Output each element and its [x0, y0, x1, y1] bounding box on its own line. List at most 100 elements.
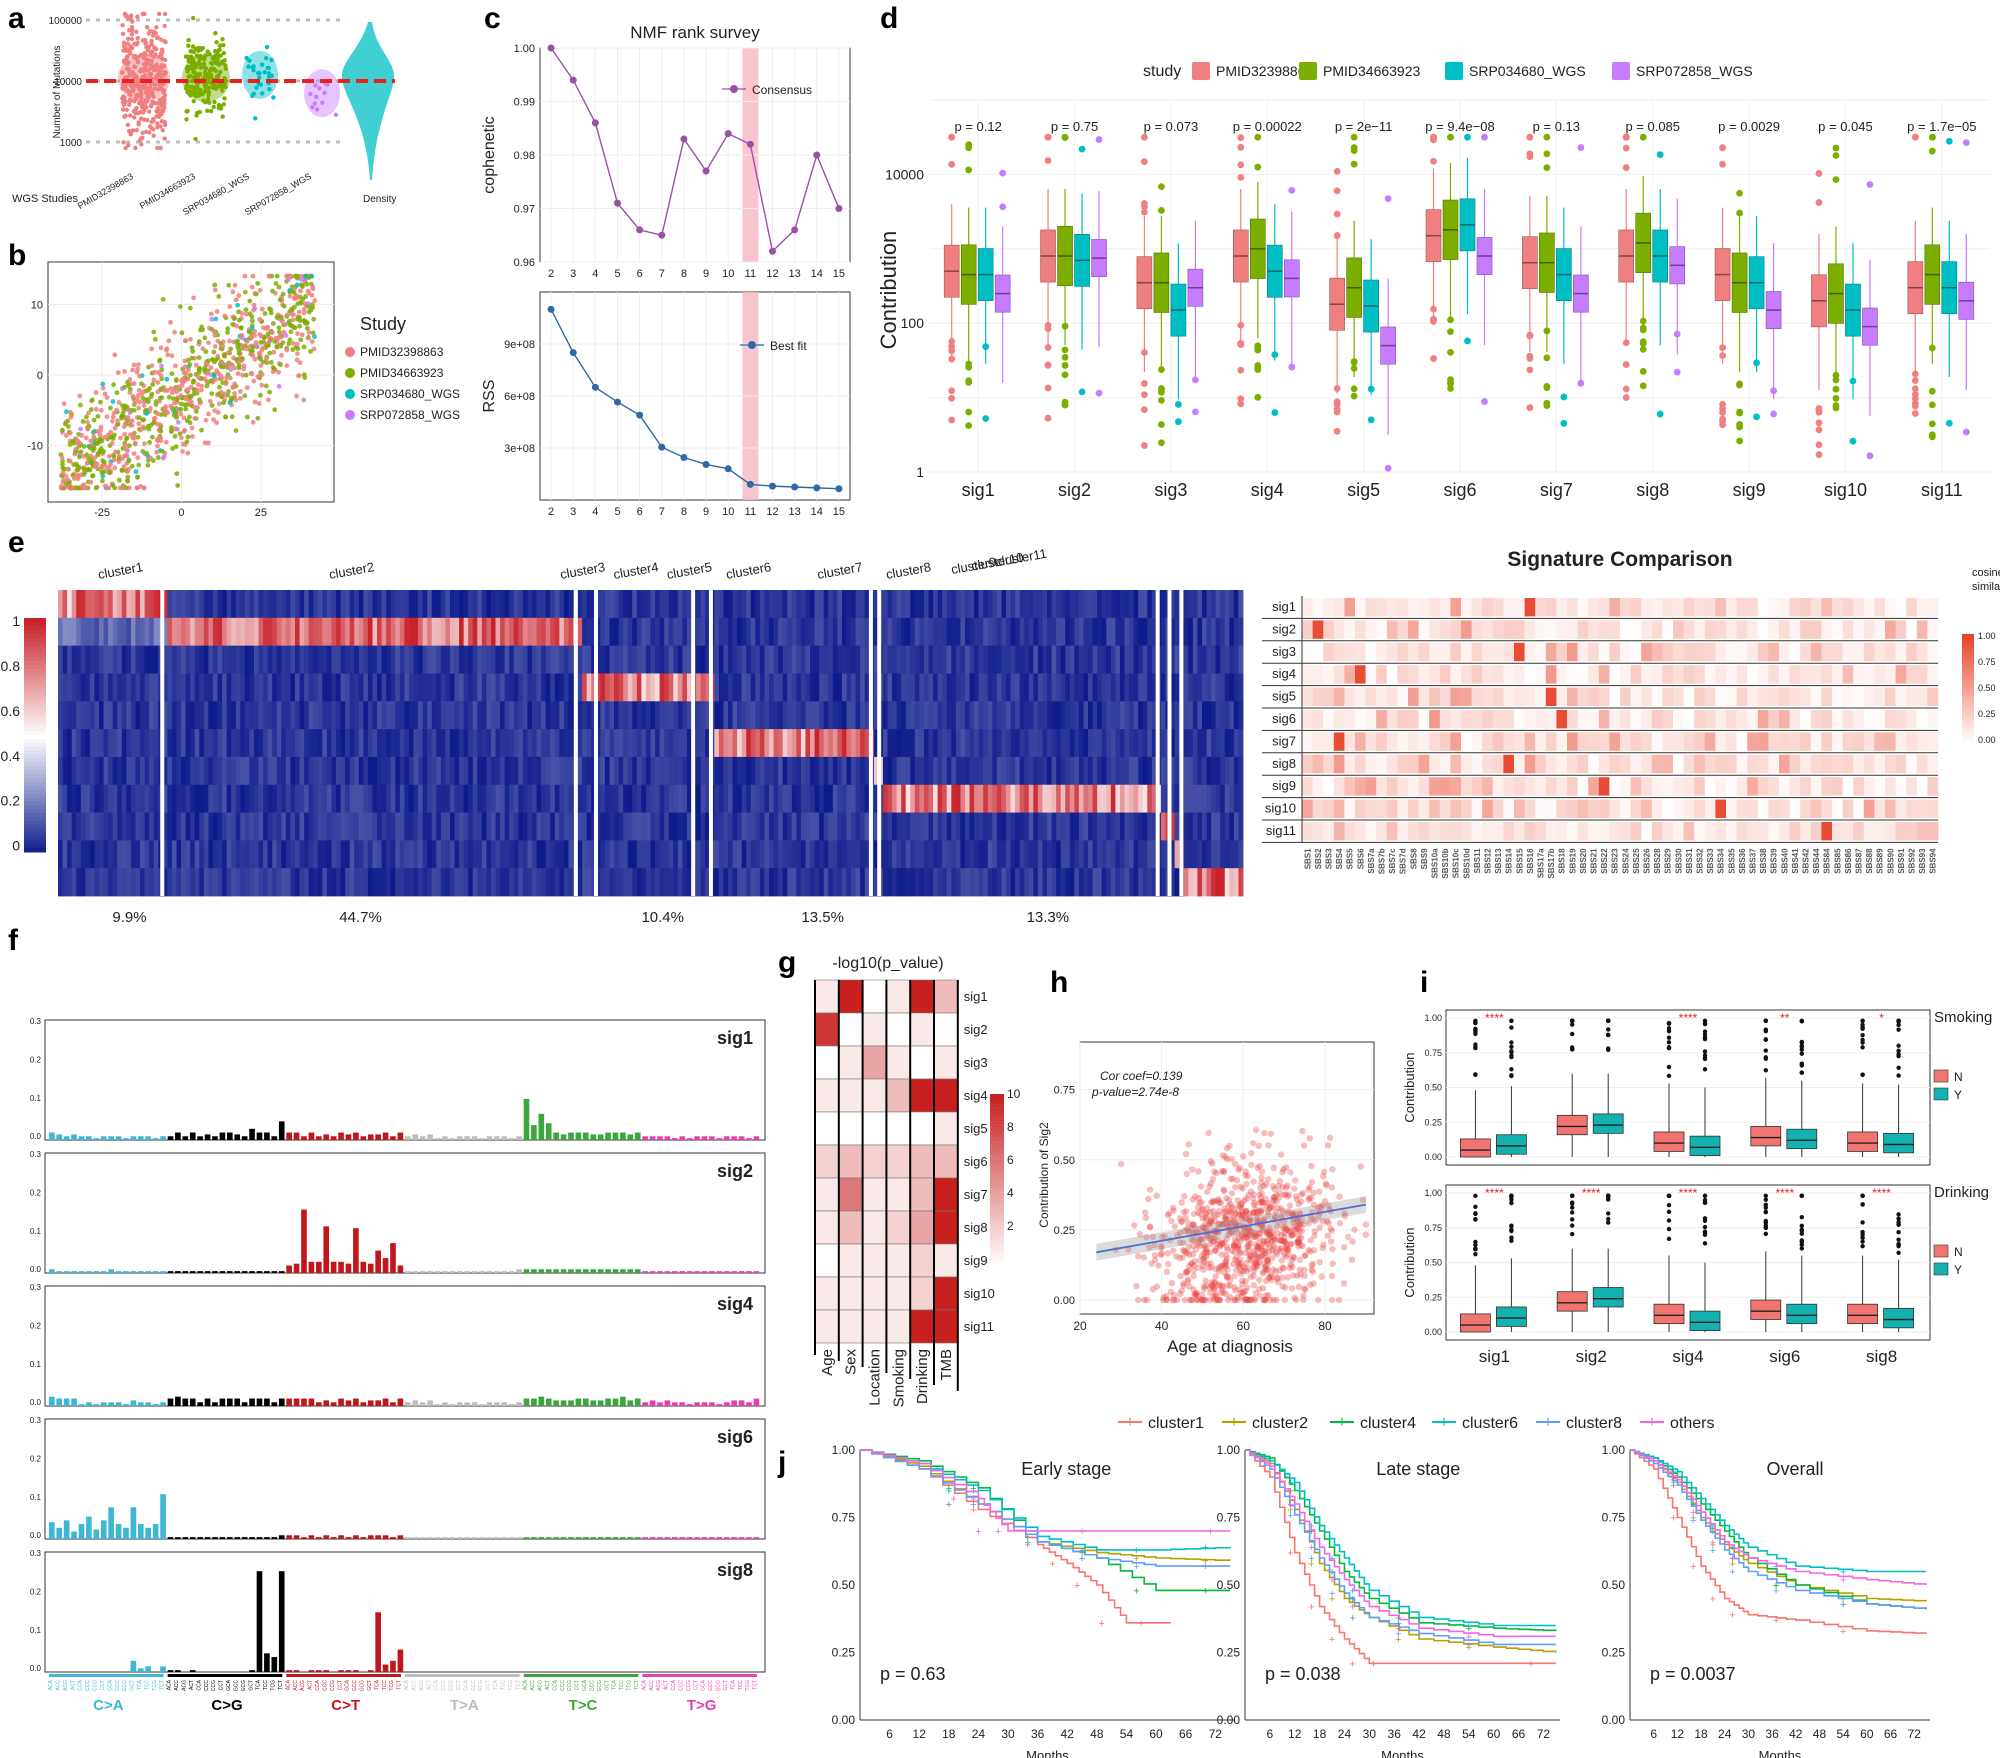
heatmap-cell [960, 812, 966, 841]
heatmap-cell [500, 645, 506, 674]
heatmap-cell [960, 645, 966, 674]
heatmap-cell [263, 868, 269, 897]
heatmap-cell [190, 617, 196, 647]
heatmap-cell [1106, 590, 1112, 619]
heatmap-cell [1024, 701, 1030, 730]
data-point [162, 63, 167, 69]
heatmap-cell [217, 673, 223, 702]
heatmap-cell [1056, 645, 1062, 674]
heatmap-cell [244, 784, 250, 813]
heatmap-cell [322, 868, 328, 897]
heatmap-cell [978, 756, 984, 786]
data-point [202, 82, 207, 87]
heatmap-cell [1142, 756, 1148, 786]
data-point [154, 114, 159, 119]
data-point [163, 439, 169, 445]
heatmap-cell [1133, 840, 1139, 869]
heatmap-cell [718, 812, 724, 841]
heatmap-cell [181, 812, 187, 841]
heatmap-cell [326, 590, 332, 619]
outlier [1271, 409, 1279, 416]
heatmap-cell [349, 617, 355, 647]
heatmap-cell [778, 590, 784, 619]
data-point [244, 414, 250, 420]
heatmap-cell [80, 868, 86, 897]
heatmap-cell [94, 784, 100, 813]
data-point [93, 406, 99, 412]
data-point [172, 329, 177, 335]
data-point [125, 383, 131, 388]
heatmap-cell [89, 729, 95, 758]
heatmap-cell [349, 756, 355, 786]
heatmap-cell [892, 868, 898, 897]
heatmap-cell [103, 812, 109, 841]
legend-swatch [345, 410, 355, 420]
heatmap-cell [1060, 645, 1066, 674]
data-point [156, 370, 161, 375]
data-point [180, 376, 185, 382]
heatmap-cell [732, 645, 738, 674]
data-point [197, 397, 202, 403]
heatmap-cell [58, 673, 63, 702]
heatmap-cell [99, 729, 104, 758]
heatmap-cell [459, 812, 465, 841]
data-point [206, 340, 211, 346]
panel-letter-c: c [484, 2, 501, 35]
data-point [296, 314, 302, 320]
heatmap-cell [490, 868, 496, 897]
heatmap-cell [819, 729, 825, 758]
heatmap-cell [928, 617, 934, 647]
data-point [276, 325, 282, 331]
heatmap-cell [796, 701, 802, 730]
data-point [126, 407, 131, 413]
heatmap-cell [614, 590, 619, 619]
heatmap-cell [700, 590, 706, 619]
data-point [181, 370, 187, 375]
heatmap-cell [212, 784, 218, 813]
heatmap-cell [440, 729, 446, 758]
heatmap-cell [805, 840, 811, 869]
p-value-label: p = 0.085 [1625, 119, 1680, 134]
data-point [120, 107, 126, 112]
outlier [1044, 344, 1052, 351]
outlier [1928, 133, 1936, 141]
heatmap-cell [486, 645, 492, 674]
data-point [122, 369, 127, 374]
heatmap-cell [336, 868, 341, 897]
heatmap-cell [290, 868, 296, 897]
heatmap-cell [700, 645, 706, 674]
heatmap-cell [1133, 673, 1139, 702]
outlier [1430, 317, 1437, 325]
outlier [965, 141, 973, 149]
data-point [155, 411, 161, 417]
heatmap-cell [454, 590, 460, 619]
heatmap-cell [910, 701, 916, 730]
outlier [948, 343, 956, 350]
heatmap-cell [823, 756, 829, 786]
outlier [1044, 414, 1052, 422]
data-point [236, 350, 242, 356]
heatmap-cell [153, 812, 159, 841]
heatmap-cell [614, 617, 619, 647]
heatmap-cell [851, 590, 856, 619]
heatmap-cell [992, 701, 998, 730]
outlier [1656, 410, 1664, 418]
heatmap-cell [181, 729, 187, 758]
heatmap-cell [559, 868, 565, 897]
data-point [266, 339, 272, 345]
heatmap-cell [185, 729, 191, 758]
data-point [159, 119, 164, 124]
outlier [1911, 395, 1919, 402]
outlier [1962, 139, 1970, 147]
heatmap-cell [235, 617, 241, 647]
heatmap-cell [463, 673, 469, 702]
x-tick-label: 7 [659, 506, 665, 518]
heatmap-cell [58, 729, 63, 758]
heatmap-cell [226, 784, 232, 813]
heatmap-cell [641, 673, 647, 702]
heatmap-cell [563, 701, 569, 730]
heatmap-cell [600, 868, 606, 897]
heatmap-cell [1083, 590, 1089, 619]
heatmap-cell [527, 840, 533, 869]
outlier [1849, 437, 1857, 445]
